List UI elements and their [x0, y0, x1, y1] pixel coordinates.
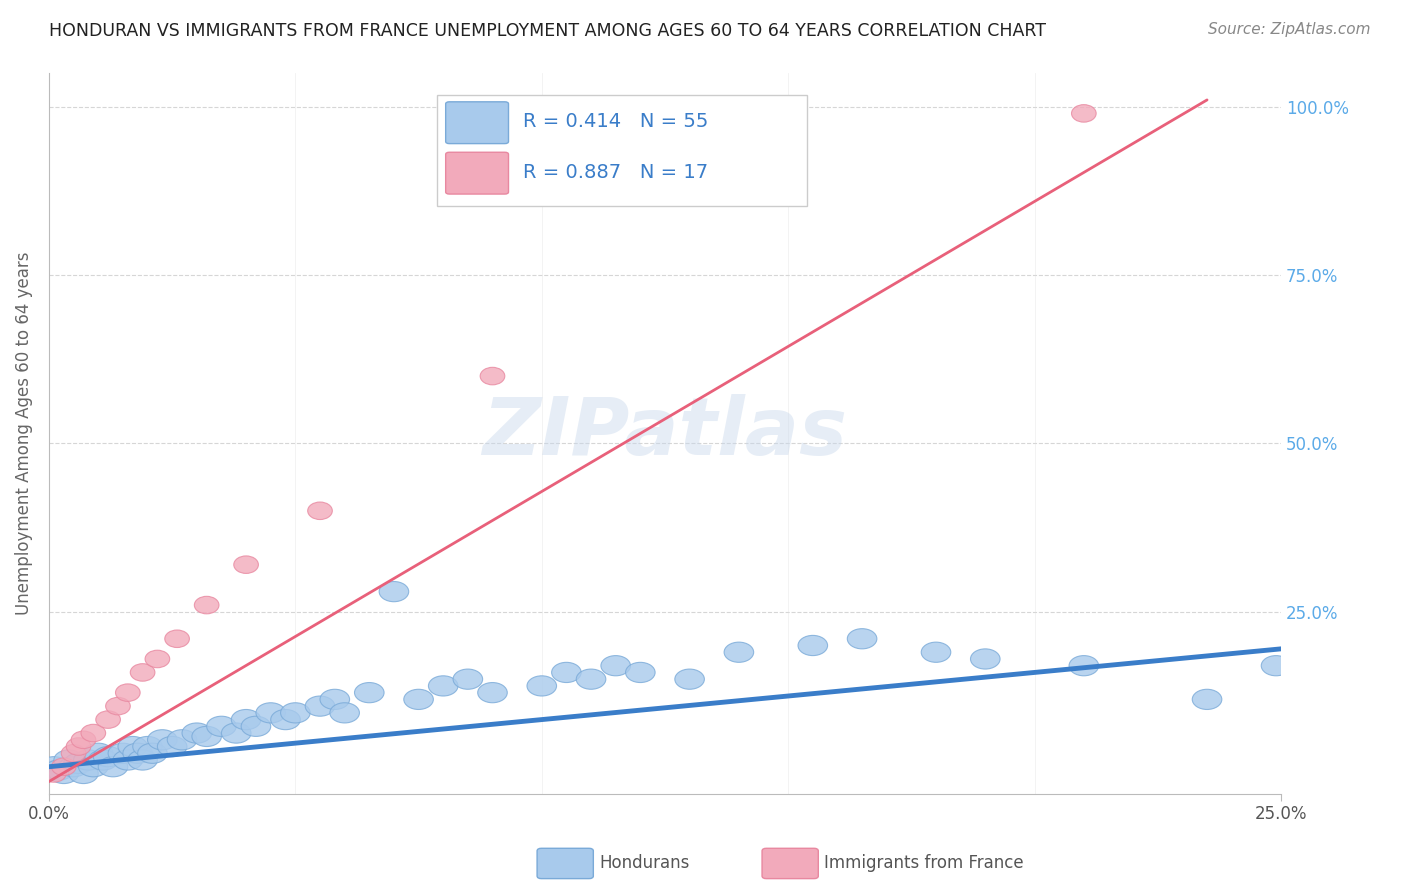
Text: ZIPatlas: ZIPatlas [482, 394, 848, 473]
Text: R = 0.414   N = 55: R = 0.414 N = 55 [523, 112, 709, 131]
Ellipse shape [233, 556, 259, 574]
Ellipse shape [72, 731, 96, 748]
Ellipse shape [724, 642, 754, 663]
Ellipse shape [429, 676, 458, 696]
Ellipse shape [108, 743, 138, 764]
Ellipse shape [207, 716, 236, 737]
Ellipse shape [52, 758, 76, 775]
Ellipse shape [576, 669, 606, 690]
Ellipse shape [478, 682, 508, 703]
Ellipse shape [330, 703, 360, 723]
Ellipse shape [1071, 104, 1097, 122]
Ellipse shape [675, 669, 704, 690]
FancyBboxPatch shape [437, 95, 807, 206]
Ellipse shape [167, 730, 197, 750]
Ellipse shape [132, 737, 162, 756]
Ellipse shape [63, 753, 93, 773]
Ellipse shape [82, 724, 105, 742]
Ellipse shape [62, 745, 86, 762]
Ellipse shape [83, 743, 112, 764]
Ellipse shape [69, 764, 98, 783]
Ellipse shape [79, 756, 108, 777]
Ellipse shape [105, 698, 131, 714]
Ellipse shape [380, 582, 409, 602]
Ellipse shape [308, 502, 332, 519]
FancyBboxPatch shape [446, 102, 509, 144]
Ellipse shape [848, 629, 877, 648]
Ellipse shape [96, 711, 121, 729]
Ellipse shape [66, 738, 91, 756]
Text: Immigrants from France: Immigrants from France [824, 855, 1024, 872]
Ellipse shape [98, 756, 128, 777]
Ellipse shape [321, 690, 350, 709]
Ellipse shape [131, 664, 155, 681]
Text: Hondurans: Hondurans [599, 855, 689, 872]
Ellipse shape [191, 726, 222, 747]
Ellipse shape [89, 750, 118, 770]
Ellipse shape [128, 750, 157, 770]
Ellipse shape [157, 737, 187, 756]
Ellipse shape [145, 650, 170, 668]
Ellipse shape [921, 642, 950, 663]
Ellipse shape [551, 663, 581, 682]
Ellipse shape [404, 690, 433, 709]
Ellipse shape [1192, 690, 1222, 709]
Ellipse shape [122, 743, 152, 764]
FancyBboxPatch shape [446, 153, 509, 194]
Ellipse shape [453, 669, 482, 690]
Ellipse shape [281, 703, 311, 723]
Ellipse shape [194, 597, 219, 614]
Ellipse shape [1069, 656, 1098, 676]
Ellipse shape [626, 663, 655, 682]
Ellipse shape [148, 730, 177, 750]
Text: HONDURAN VS IMMIGRANTS FROM FRANCE UNEMPLOYMENT AMONG AGES 60 TO 64 YEARS CORREL: HONDURAN VS IMMIGRANTS FROM FRANCE UNEMP… [49, 22, 1046, 40]
Ellipse shape [73, 750, 103, 770]
Ellipse shape [138, 743, 167, 764]
Ellipse shape [600, 656, 630, 676]
Ellipse shape [481, 368, 505, 384]
Ellipse shape [93, 747, 122, 767]
Ellipse shape [242, 716, 271, 737]
Ellipse shape [181, 723, 211, 743]
Ellipse shape [271, 709, 301, 730]
Ellipse shape [118, 737, 148, 756]
Ellipse shape [53, 750, 83, 770]
Ellipse shape [49, 764, 79, 783]
Y-axis label: Unemployment Among Ages 60 to 64 years: Unemployment Among Ages 60 to 64 years [15, 252, 32, 615]
Ellipse shape [165, 630, 190, 648]
Ellipse shape [115, 684, 141, 701]
Ellipse shape [799, 635, 828, 656]
Ellipse shape [112, 750, 142, 770]
Ellipse shape [305, 696, 335, 716]
Ellipse shape [44, 760, 73, 780]
Ellipse shape [527, 676, 557, 696]
Text: Source: ZipAtlas.com: Source: ZipAtlas.com [1208, 22, 1371, 37]
Ellipse shape [970, 648, 1000, 669]
Ellipse shape [59, 756, 89, 777]
Ellipse shape [256, 703, 285, 723]
Text: R = 0.887   N = 17: R = 0.887 N = 17 [523, 163, 709, 182]
Ellipse shape [39, 756, 69, 777]
Ellipse shape [222, 723, 252, 743]
Ellipse shape [1261, 656, 1291, 676]
Ellipse shape [42, 764, 66, 782]
Ellipse shape [232, 709, 262, 730]
Ellipse shape [354, 682, 384, 703]
